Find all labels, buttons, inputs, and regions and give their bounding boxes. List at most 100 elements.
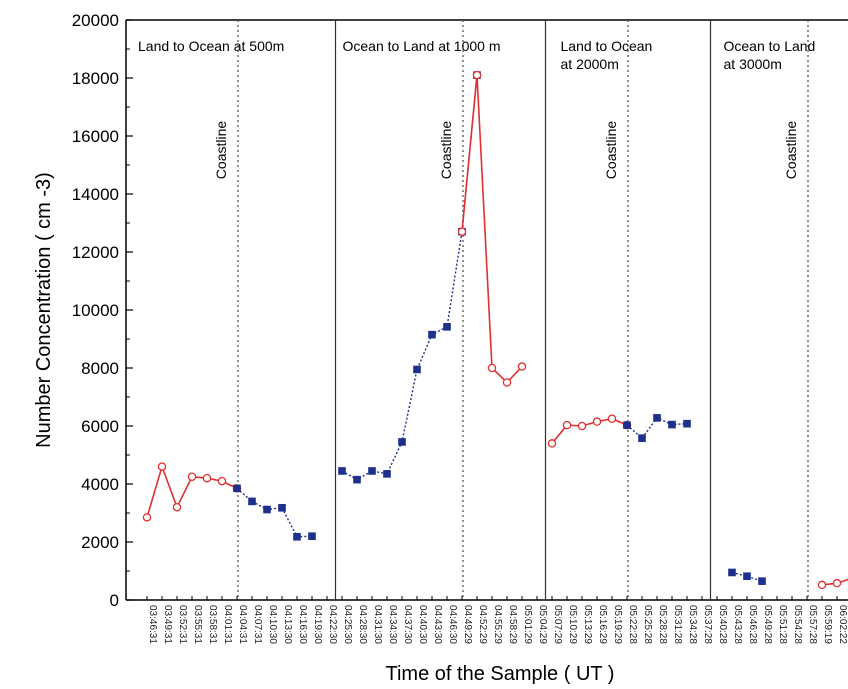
series-line-ocean bbox=[236, 487, 313, 538]
data-point-ocean bbox=[353, 475, 361, 484]
data-point-ocean bbox=[278, 503, 286, 512]
x-tick-label: 03:58:31 bbox=[207, 605, 218, 644]
data-point-land bbox=[457, 227, 467, 236]
data-point-land bbox=[832, 578, 842, 588]
x-tick-label: 04:40:30 bbox=[417, 605, 428, 644]
x-tick-label: 05:31:28 bbox=[672, 605, 683, 644]
panel-label: at 2000m bbox=[561, 56, 619, 72]
y-tick-label: 8000 bbox=[81, 359, 119, 378]
data-point-land bbox=[217, 476, 227, 486]
coastline-label: Coastline bbox=[783, 121, 799, 180]
y-tick-label: 0 bbox=[110, 591, 119, 610]
x-tick-label: 06:02:22 bbox=[837, 605, 848, 644]
data-point-ocean bbox=[383, 470, 391, 478]
panel-label: at 3000m bbox=[724, 56, 782, 72]
data-point-ocean bbox=[683, 419, 691, 428]
x-tick-label: 05:59:19 bbox=[822, 605, 833, 644]
x-tick-label: 05:25:28 bbox=[642, 605, 653, 644]
coastline-label: Coastline bbox=[213, 121, 229, 180]
x-tick-label: 05:46:28 bbox=[747, 605, 758, 644]
y-tick-label: 16000 bbox=[72, 127, 119, 146]
data-point-ocean bbox=[413, 365, 421, 374]
x-tick-label: 05:37:28 bbox=[702, 605, 713, 644]
x-tick-label: 05:51:28 bbox=[777, 605, 788, 644]
x-tick-label: 05:19:29 bbox=[612, 605, 623, 644]
data-point-land bbox=[817, 580, 827, 590]
x-tick-label: 04:55:29 bbox=[492, 605, 503, 644]
panel-label: Land to Ocean at 500m bbox=[138, 38, 284, 54]
x-tick-label: 05:01:29 bbox=[522, 605, 533, 644]
x-tick-label: 03:55:31 bbox=[192, 605, 203, 644]
data-point-land bbox=[562, 420, 572, 430]
x-tick-label: 04:34:30 bbox=[387, 605, 398, 644]
y-tick-label: 14000 bbox=[72, 185, 119, 204]
data-point-ocean bbox=[758, 577, 766, 585]
data-point-ocean bbox=[638, 434, 646, 442]
x-tick-label: 04:16:30 bbox=[297, 605, 308, 644]
x-tick-label: 05:28:28 bbox=[657, 605, 668, 644]
x-tick-label: 05:04:29 bbox=[537, 605, 548, 644]
y-tick-label: 18000 bbox=[72, 69, 119, 88]
data-point-ocean bbox=[293, 532, 301, 541]
data-point-ocean bbox=[368, 467, 376, 475]
series-line-ocean bbox=[731, 571, 763, 582]
data-point-ocean bbox=[743, 572, 751, 581]
x-axis-title: Time of the Sample ( UT ) bbox=[386, 663, 615, 685]
y-tick-label: 10000 bbox=[72, 301, 119, 320]
y-tick-label: 6000 bbox=[81, 417, 119, 436]
x-tick-label: 05:16:29 bbox=[597, 605, 608, 644]
data-point-land bbox=[592, 417, 602, 426]
x-tick-label: 04:22:30 bbox=[327, 605, 338, 644]
data-point-ocean bbox=[263, 505, 271, 514]
x-tick-label: 04:49:29 bbox=[462, 605, 473, 644]
y-tick-label: 2000 bbox=[81, 533, 119, 552]
series-line-land bbox=[551, 417, 628, 444]
data-point-ocean bbox=[398, 438, 406, 446]
x-tick-label: 05:34:28 bbox=[687, 605, 698, 644]
data-point-land bbox=[187, 472, 197, 481]
data-point-ocean bbox=[443, 323, 451, 331]
x-tick-label: 04:04:31 bbox=[237, 605, 248, 644]
data-point-ocean bbox=[248, 497, 256, 506]
data-point-land bbox=[172, 502, 182, 512]
y-tick-label: 20000 bbox=[72, 11, 119, 30]
panel-label: Ocean to Land at 1000 m bbox=[343, 38, 501, 54]
y-tick-label: 4000 bbox=[81, 475, 119, 494]
x-tick-label: 04:46:30 bbox=[447, 605, 458, 644]
x-tick-label: 04:31:30 bbox=[372, 605, 383, 644]
data-point-land bbox=[607, 414, 617, 423]
x-tick-label: 05:40:28 bbox=[717, 605, 728, 644]
data-point-ocean bbox=[623, 421, 631, 429]
data-point-ocean bbox=[653, 414, 661, 422]
data-point-land bbox=[577, 421, 587, 431]
data-point-ocean bbox=[728, 568, 736, 577]
data-point-ocean bbox=[668, 420, 676, 429]
x-tick-label: 04:52:29 bbox=[477, 605, 488, 644]
data-point-land bbox=[142, 513, 152, 522]
panel-label: Ocean to Land bbox=[724, 38, 816, 54]
x-tick-label: 05:10:29 bbox=[567, 605, 578, 644]
data-point-land bbox=[547, 439, 557, 448]
coastline-label: Coastline bbox=[438, 121, 454, 180]
x-tick-label: 04:58:29 bbox=[507, 605, 518, 644]
x-tick-label: 05:54:28 bbox=[792, 605, 803, 644]
data-point-ocean bbox=[338, 467, 346, 475]
x-tick-label: 04:07:31 bbox=[252, 605, 263, 644]
x-tick-label: 04:19:30 bbox=[312, 605, 323, 644]
data-point-ocean bbox=[428, 330, 436, 339]
x-tick-label: 04:43:30 bbox=[432, 605, 443, 644]
x-tick-label: 04:25:30 bbox=[342, 605, 353, 644]
x-tick-label: 03:46:31 bbox=[147, 605, 158, 644]
x-tick-label: 05:57:28 bbox=[807, 605, 818, 644]
y-axis-title: Number Concentration ( cm -3) bbox=[33, 172, 55, 448]
panel-label: Land to Ocean bbox=[561, 38, 653, 54]
coastline-label: Coastline bbox=[603, 121, 619, 180]
x-tick-label: 04:28:30 bbox=[357, 605, 368, 644]
x-tick-label: 05:07:29 bbox=[552, 605, 563, 644]
data-point-land bbox=[517, 362, 527, 371]
data-point-land bbox=[157, 462, 167, 471]
y-tick-label: 12000 bbox=[72, 243, 119, 262]
data-point-land bbox=[487, 363, 497, 373]
x-tick-label: 04:10:30 bbox=[267, 605, 278, 644]
